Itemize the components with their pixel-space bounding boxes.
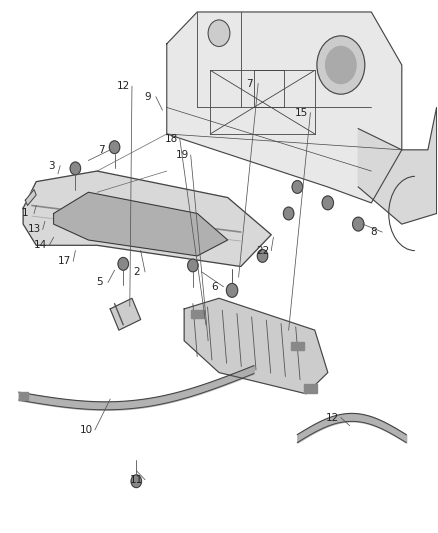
- Text: 9: 9: [144, 92, 151, 102]
- Circle shape: [317, 36, 365, 94]
- Text: 13: 13: [28, 224, 41, 235]
- Polygon shape: [110, 298, 141, 330]
- Text: 7: 7: [98, 145, 105, 155]
- Polygon shape: [167, 12, 402, 203]
- Text: 3: 3: [48, 161, 55, 171]
- Circle shape: [118, 257, 128, 270]
- Circle shape: [70, 162, 81, 175]
- Polygon shape: [291, 342, 304, 350]
- Text: 12: 12: [117, 81, 130, 91]
- Circle shape: [353, 217, 364, 231]
- Text: 1: 1: [22, 208, 28, 219]
- Circle shape: [257, 249, 268, 262]
- Polygon shape: [19, 392, 28, 400]
- Text: 12: 12: [325, 413, 339, 423]
- Text: 19: 19: [175, 150, 189, 160]
- Circle shape: [325, 46, 356, 84]
- Circle shape: [283, 207, 294, 220]
- Circle shape: [208, 20, 230, 46]
- Circle shape: [292, 181, 303, 193]
- Text: 14: 14: [34, 240, 47, 251]
- Text: 22: 22: [256, 246, 269, 256]
- Text: 8: 8: [370, 227, 377, 237]
- Text: 7: 7: [246, 78, 253, 88]
- Circle shape: [187, 259, 198, 272]
- Text: 2: 2: [133, 267, 140, 277]
- Circle shape: [226, 284, 238, 297]
- Polygon shape: [304, 384, 317, 393]
- Circle shape: [322, 196, 333, 210]
- Polygon shape: [358, 108, 437, 224]
- Text: 11: 11: [130, 475, 143, 484]
- Polygon shape: [53, 192, 228, 256]
- Circle shape: [110, 141, 120, 154]
- Text: 5: 5: [96, 277, 102, 287]
- Polygon shape: [25, 190, 36, 206]
- Polygon shape: [191, 310, 204, 318]
- Text: 6: 6: [212, 281, 218, 292]
- Polygon shape: [23, 171, 271, 266]
- Circle shape: [131, 475, 141, 488]
- Text: 17: 17: [58, 256, 71, 266]
- Text: 18: 18: [165, 134, 178, 144]
- Text: 10: 10: [80, 425, 93, 435]
- Text: 15: 15: [295, 108, 308, 118]
- Polygon shape: [184, 298, 328, 394]
